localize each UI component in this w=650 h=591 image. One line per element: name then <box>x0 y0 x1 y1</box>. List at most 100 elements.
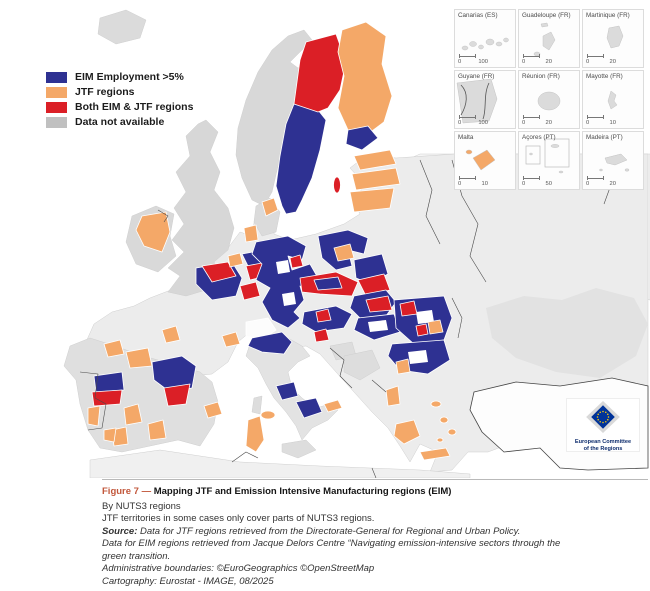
legend-label: JTF regions <box>75 86 135 98</box>
legend-swatch <box>46 117 67 128</box>
cor-logo-text-line1: European Committee <box>574 439 632 445</box>
region-slovakia-red <box>365 295 393 313</box>
inset-island-shape <box>533 22 556 57</box>
legend-label: EIM Employment >5% <box>75 71 184 83</box>
region-czech-blue <box>313 276 343 291</box>
inset-mayotte-fr: Mayotte (FR) 0 10 <box>582 70 644 129</box>
region-finland-south-blue <box>345 125 379 151</box>
region-france-orange-1 <box>161 325 181 344</box>
land-balkan-gray-2 <box>343 349 381 381</box>
inset-label: Martinique (FR) <box>586 12 630 19</box>
region-portugal-blue <box>93 371 125 393</box>
inset-scale-values: 0 20 <box>522 120 552 126</box>
cor-logo-text-line2: of the Regions <box>583 445 623 452</box>
region-peloponnese-orange <box>393 419 421 445</box>
inset-malta: Malta 0 10 <box>454 131 516 190</box>
region-ireland-orange <box>135 211 171 253</box>
inset-label: Guadeloupe (FR) <box>522 12 571 19</box>
region-romania-orange <box>427 319 444 335</box>
figure-subtitle: By NUTS3 regions <box>102 500 181 512</box>
region-portugal-orange-1 <box>87 405 101 427</box>
land-sicily <box>281 439 317 459</box>
region-hungary-hole <box>368 320 388 332</box>
region-portugal-orange-2 <box>103 427 117 443</box>
caption-divider <box>102 479 648 480</box>
inset-scale-bar <box>523 54 540 58</box>
region-puglia-orange <box>323 399 343 413</box>
eu-flag-icon <box>586 401 620 433</box>
inset-scale-values: 0 50 <box>522 181 552 187</box>
inset-guadeloupe-fr: Guadeloupe (FR) 0 20 <box>518 9 580 68</box>
region-finland-orange <box>337 21 393 135</box>
inset-scale-values: 0 100 <box>458 120 488 126</box>
region-nespain-blue <box>151 355 197 393</box>
inset-scale-values: 0 10 <box>586 120 616 126</box>
legend-label: Both EIM & JTF regions <box>75 101 194 113</box>
region-nspain-orange-2 <box>125 347 153 369</box>
region-sardinia-orange <box>245 415 265 453</box>
map-regions <box>87 21 529 461</box>
region-romania-red-2 <box>415 323 429 337</box>
legend-item-0: EIM Employment >5% <box>46 72 193 83</box>
land-corsica <box>251 395 263 415</box>
figure-cartography: Cartography: Eurostat - IMAGE, 08/2025 <box>102 575 274 587</box>
legend-item-1: JTF regions <box>46 87 193 98</box>
inset-island-shape <box>599 153 630 172</box>
region-crete-orange <box>419 447 451 461</box>
inset-martinique-fr: Martinique (FR) 0 20 <box>582 9 644 68</box>
inset-label: Réunion (FR) <box>522 73 560 80</box>
figure-source-eim: Data for EIM regions retrieved from Jacq… <box>102 538 561 562</box>
inset-island-shape <box>537 91 561 111</box>
inset-label: Malta <box>458 134 474 141</box>
region-netherlands-orange <box>243 224 259 243</box>
inset-scale-values: 0 10 <box>458 181 488 187</box>
europe-map <box>63 9 650 478</box>
black-sea <box>486 288 648 378</box>
inset-scale-bar <box>459 115 476 119</box>
region-germany-red <box>289 254 304 269</box>
region-portugal-red <box>91 389 123 407</box>
figure-boundaries: Administrative boundaries: ©EuroGeograph… <box>102 563 375 574</box>
region-italy-south-blue <box>295 397 323 419</box>
region-austria-red <box>315 308 332 323</box>
inset-scale-bar <box>459 176 476 180</box>
region-slovenia-red <box>313 328 330 343</box>
map-area: EIM Employment >5% JTF regions Both EIM & … <box>46 9 650 478</box>
inset-a-ores-pt: Açores (PT) 0 50 <box>518 131 580 190</box>
inset-madeira-pt: Madeira (PT) 0 20 <box>582 131 644 190</box>
region-italy-center-blue <box>275 381 299 401</box>
inset-canarias-es: Canarias (ES) 0 100 <box>454 9 516 68</box>
region-lithuania-orange <box>349 187 395 213</box>
region-bulgaria-hole <box>408 350 428 364</box>
inset-guyane-fr: Guyane (FR) 0 100 <box>454 70 516 129</box>
inset-island-shape <box>606 25 624 49</box>
inset-scale-bar <box>587 176 604 180</box>
inset-scale-bar <box>523 176 540 180</box>
region-germany-hole-2 <box>282 292 296 306</box>
region-romania-hole <box>416 310 434 324</box>
source-label: Source: <box>102 525 138 537</box>
region-romania-red-1 <box>399 300 418 317</box>
inset-label: Mayotte (FR) <box>586 73 623 80</box>
legend-swatch <box>46 102 67 113</box>
region-aegean-orange-2 <box>439 416 449 424</box>
inset-label: Açores (PT) <box>522 134 556 141</box>
figure-title: Mapping JTF and Emission Intensive Manuf… <box>153 486 452 497</box>
region-estonia-orange <box>353 149 397 171</box>
region-bulgaria-orange <box>395 358 411 375</box>
region-poland-orange <box>333 243 355 262</box>
inset-r-union-fr: Réunion (FR) 0 20 <box>518 70 580 129</box>
inset-scale-values: 0 20 <box>586 181 616 187</box>
region-denmark-north-orange <box>261 197 279 217</box>
region-espain-orange <box>203 401 223 419</box>
figure-caption: Figure 7 — Mapping JTF and Emission Inte… <box>102 479 648 588</box>
inset-grid: Canarias (ES) 0 100 Guadeloupe (FR) 0 20 Marti… <box>454 9 646 190</box>
inset-island-shape <box>607 90 618 110</box>
figure-source-jtf: Source: Data for JTF regions retrieved f… <box>102 525 521 537</box>
inset-scale-values: 0 100 <box>458 59 488 65</box>
map-legend: EIM Employment >5% JTF regions Both EIM & … <box>46 72 193 132</box>
region-latvia-orange <box>351 167 401 191</box>
figure-note: JTF territories in some cases only cover… <box>102 513 375 524</box>
region-germany-hole-1 <box>276 260 290 274</box>
inset-label: Canarias (ES) <box>458 12 498 19</box>
